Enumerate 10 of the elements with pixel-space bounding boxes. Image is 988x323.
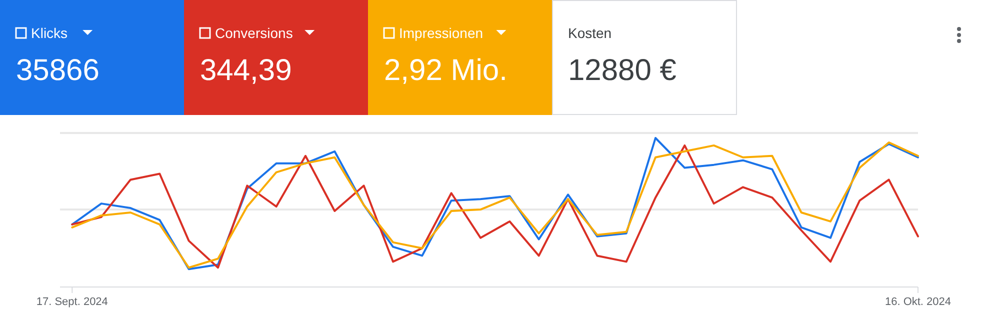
text: 344,39	[200, 54, 292, 87]
text: 12880 €	[568, 54, 677, 87]
x-tick-label: 17. Sept. 2024	[36, 296, 108, 308]
x-tick-label: 16. Okt. 2024	[884, 296, 952, 308]
text: 2,92 Mio.	[384, 54, 508, 87]
legend-label: Klicks	[31, 25, 68, 41]
legend-label: Conversions	[215, 25, 293, 41]
legend-label: Impressionen	[399, 25, 484, 41]
text: Kosten	[568, 25, 612, 41]
text: 35866	[16, 54, 100, 87]
